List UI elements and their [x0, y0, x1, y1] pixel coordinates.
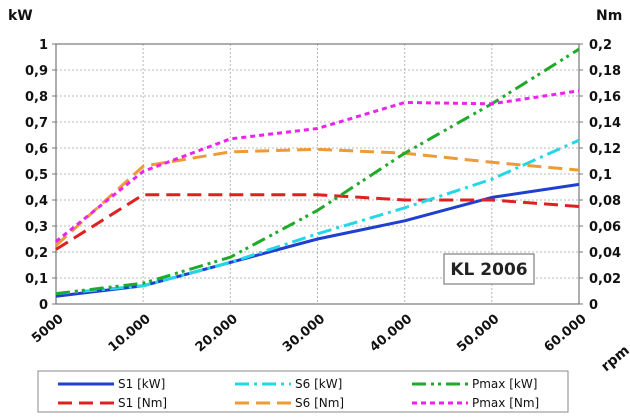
- legend-label: Pmax [kW]: [472, 377, 537, 391]
- annotation-box: KL 2006: [443, 253, 535, 285]
- legend: S1 [kW] S6 [kW] Pmax [kW] S1 [Nm] S6 [Nm] Pma…: [58, 377, 539, 410]
- x-tick-label: 10.000: [106, 312, 154, 356]
- y-left-tick-label: 0,9: [25, 64, 48, 79]
- annotation-label: KL 2006: [450, 260, 527, 280]
- legend-frame: [37, 370, 569, 413]
- y-right-tick-label: 0,02: [589, 272, 621, 287]
- y-right-tick-labels: 0 0,02 0,04 0,06 0,08 0,1 0,12 0,14 0,16 0,18 0,2: [579, 38, 621, 313]
- legend-label: S6 [Nm]: [295, 396, 344, 410]
- y-left-tick-label: 0,5: [25, 168, 48, 183]
- series-line-5: [55, 89, 580, 243]
- x-tick-label: 50.000: [454, 312, 502, 356]
- series-line-3: [54, 147, 580, 247]
- y-right-tick-label: 0,08: [589, 194, 621, 209]
- x-tick-labels: 5000 10.000 20.000 30.000 40.000 50.000 60.000: [29, 312, 589, 356]
- legend-label: Pmax [Nm]: [472, 396, 539, 410]
- y-right-tick-label: 0,1: [589, 168, 612, 183]
- y-left-unit-label: kW: [8, 8, 33, 24]
- x-unit-label: rpm: [598, 343, 630, 376]
- series-line-1: [55, 193, 580, 251]
- y-left-tick-labels: 0 0,1 0,2 0,3 0,4 0,5 0,6 0,7 0,8 0,9 1: [25, 38, 56, 313]
- y-right-tick-label: 0,18: [589, 64, 621, 79]
- x-tick-label: 20.000: [193, 312, 241, 356]
- legend-label: S6 [kW]: [295, 377, 342, 391]
- x-tick-label: 60.000: [541, 312, 589, 356]
- grid: [56, 44, 579, 304]
- y-right-tick-label: 0: [589, 298, 598, 313]
- y-right-tick-label: 0,04: [589, 246, 621, 261]
- legend-label: S1 [Nm]: [118, 396, 167, 410]
- y-right-tick-label: 0,06: [589, 220, 621, 235]
- series-lines: [54, 47, 580, 298]
- y-right-tick-label: 0,12: [589, 142, 621, 157]
- y-left-tick-label: 0,3: [25, 220, 48, 235]
- y-left-tick-label: 0,7: [25, 116, 48, 131]
- y-left-tick-label: 0,1: [25, 272, 48, 287]
- legend-label: S1 [kW]: [118, 377, 165, 391]
- y-right-tick-label: 0,16: [589, 90, 621, 105]
- y-left-tick-label: 0,4: [25, 194, 48, 209]
- x-tick-label: 30.000: [280, 312, 328, 356]
- y-right-tick-label: 0,2: [589, 38, 612, 53]
- x-tick-label: 5000: [29, 312, 66, 347]
- y-left-tick-label: 0,8: [25, 90, 48, 105]
- y-left-tick-label: 0,6: [25, 142, 48, 157]
- y-left-tick-label: 0,2: [25, 246, 48, 261]
- series-line-2: [55, 138, 580, 296]
- y-right-tick-label: 0,14: [589, 116, 621, 131]
- x-tick-label: 40.000: [367, 312, 415, 356]
- y-left-tick-label: 1: [39, 38, 48, 53]
- y-right-unit-label: Nm: [596, 8, 622, 24]
- annotation-frame: [443, 253, 535, 285]
- y-left-tick-label: 0: [39, 298, 48, 313]
